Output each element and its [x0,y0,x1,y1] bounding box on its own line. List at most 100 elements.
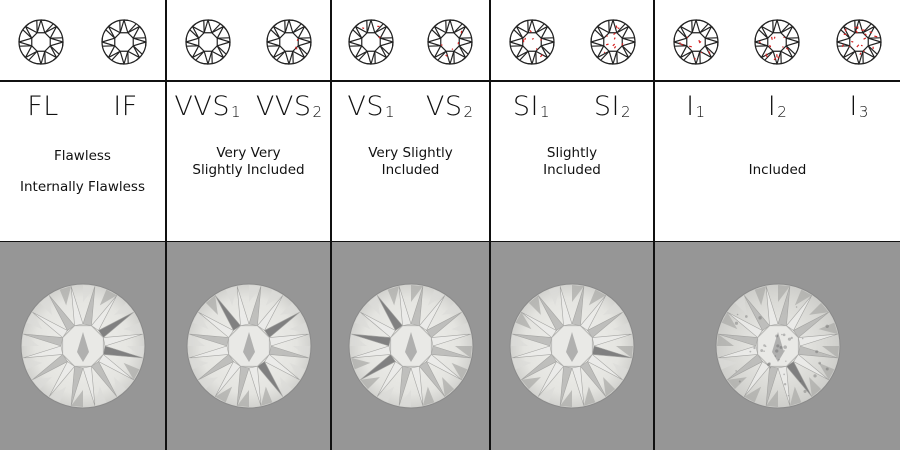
inclusion-mark [539,54,543,58]
group-photo-panel [167,242,330,450]
grade-label: I1 [686,91,706,122]
inclusion-mark [841,44,845,48]
grade-subscript: 1 [231,102,242,121]
description-line: Slightly Included [192,162,305,178]
inclusion-mark [694,57,696,60]
inclusion-mark [843,33,847,36]
grade-description: Very Slightly Included [338,145,483,179]
grade-base: I [849,90,858,122]
diamond-outline-icon [836,19,882,65]
stone-row [0,242,165,450]
inclusion-mark [680,43,684,46]
grade-row: VVS1 VVS2 [167,86,330,126]
clarity-group: SI1 SI2 Slightly Included [491,0,655,450]
grade-row: I1 I2 I3 [655,86,900,126]
diamond-outline-icon [101,19,147,65]
divider [0,80,165,82]
description-line: Flawless [54,148,111,164]
grade-base: VS [347,90,385,122]
diamond-outline-icon [589,19,636,65]
group-top-panel: I1 I2 I3 Included [655,0,900,242]
inclusion-mark [698,39,700,43]
inclusion-mark [771,36,774,40]
inclusion-mark [700,51,703,54]
grade-base: SI [512,90,540,122]
inclusion-mark [777,56,781,59]
grade-subscript: 2 [463,102,474,121]
diamond-outline-icon [754,19,801,65]
clarity-group: I1 I2 I3 Included [655,0,900,450]
inclusion-mark [679,42,681,45]
diamond-photo [715,283,840,409]
grade-row: VS1 VS 2 [332,86,489,126]
inclusion-mark [460,30,462,34]
inclusion-mark [615,25,618,29]
inclusion-mark [776,54,779,58]
group-top-panel: FL IF Flawless Internally Flawless [0,0,165,242]
diamond-outline-icon [673,19,719,65]
grade-label: I2 [768,91,788,122]
inclusion-mark [765,53,768,56]
inclusion-mark [860,44,863,47]
inclusion-mark [613,37,616,40]
inclusion-mark [872,46,874,49]
diagram-icon-row [0,12,165,72]
inclusion-mark [774,57,777,61]
inclusion-mark [863,50,865,53]
grade-label: VVS1 [174,91,241,122]
inclusion-mark [451,48,453,50]
inclusion-mark [861,29,865,31]
inclusion-mark [759,41,762,44]
inclusion-mark [774,36,776,39]
inclusion-mark [620,43,623,46]
inclusion-mark [611,43,615,47]
grade-label: SI1 [513,91,550,122]
grade-subscript: 1 [695,102,706,121]
inclusion-mark [378,36,381,39]
description-line: Very Slightly [368,145,453,161]
inclusion-mark [869,31,873,34]
diamond-outline-icon [18,19,64,65]
inclusion-mark [856,44,860,48]
diamond-photo [348,283,473,409]
grade-subscript: 1 [385,102,396,121]
diagram-icon-row [167,12,330,72]
inclusion-mark [863,37,867,40]
inclusion-mark [698,40,702,44]
description-line: Very Very [216,145,281,161]
grade-base: FL [27,90,59,122]
grade-label: VS1 [347,91,395,122]
grade-label: FL [27,91,59,122]
grade-label: IF [113,91,138,122]
grade-label: I3 [849,91,869,122]
diamond-outline-icon [508,19,555,65]
grade-subscript: 2 [777,102,788,121]
clarity-group: FL IF Flawless Internally Flawless [0,0,167,450]
group-top-panel: SI1 SI2 Slightly Included [491,0,653,242]
inclusion-mark [874,35,878,38]
inclusion-mark [528,29,532,33]
stone-row [332,242,489,450]
description-line: Included [543,162,601,178]
inclusion-mark [457,42,459,45]
grade-row: FL IF [0,86,165,126]
grade-base: VVS [255,90,312,122]
diamond-outline-icon [348,19,394,65]
inclusion-mark [686,36,689,38]
inclusion-mark [844,28,847,32]
inclusion-mark [613,46,616,49]
stone-row [491,242,653,450]
inclusion-mark [769,44,772,47]
inclusion-mark [707,51,711,54]
description-line: Internally Flawless [19,179,145,195]
inclusion-mark [539,38,542,41]
inclusion-mark [531,37,534,40]
inclusion-mark [857,26,859,30]
grade-description: Included [661,162,894,179]
stone-row [655,242,900,450]
inclusion-mark [851,40,854,43]
clarity-group: VVS1 VVS2 Very Very Slightly Included [167,0,332,450]
inclusion-mark [766,55,769,57]
grade-base: I [686,90,695,122]
